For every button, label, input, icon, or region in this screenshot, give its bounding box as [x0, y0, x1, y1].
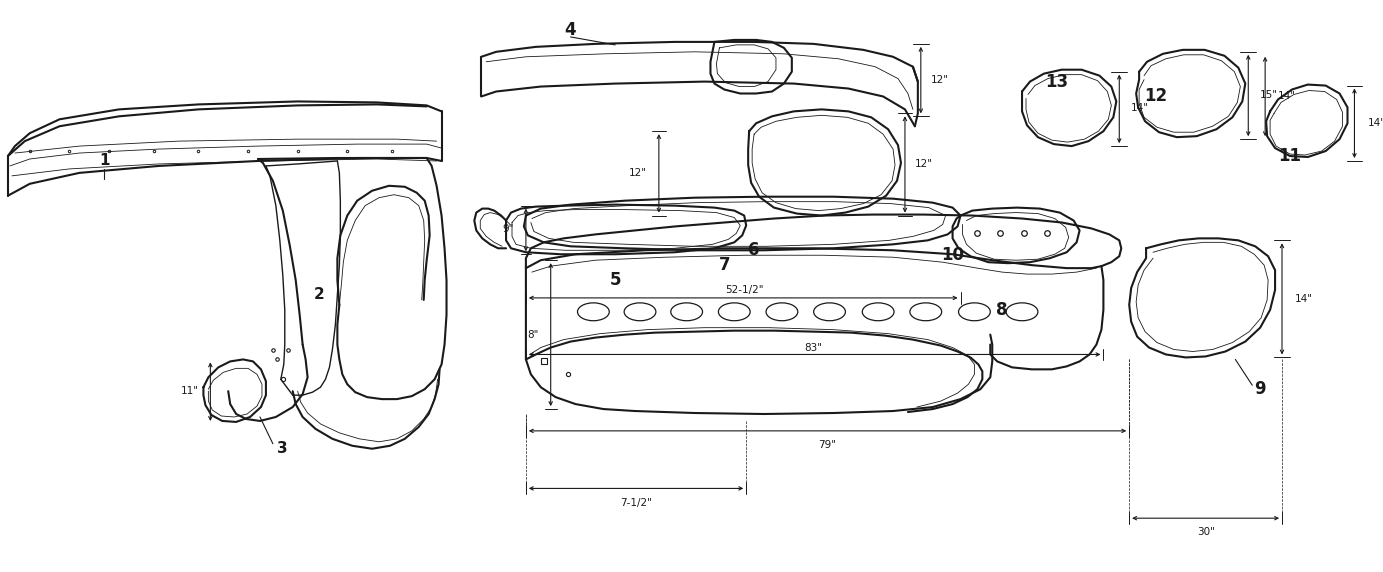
Text: 7-1/2": 7-1/2"	[620, 498, 651, 509]
Text: 12": 12"	[931, 74, 949, 85]
Text: 30": 30"	[1196, 527, 1214, 537]
Text: 8": 8"	[527, 329, 539, 340]
Text: 14": 14"	[1368, 118, 1383, 128]
Text: 9: 9	[1254, 380, 1265, 398]
Text: 11": 11"	[180, 386, 198, 396]
Text: 9": 9"	[502, 224, 514, 235]
Text: 14": 14"	[1294, 294, 1312, 304]
Text: 3: 3	[278, 441, 288, 456]
Text: 83": 83"	[805, 343, 823, 352]
Text: 14": 14"	[1278, 92, 1296, 101]
Text: 12": 12"	[916, 159, 934, 169]
Text: 13: 13	[1046, 73, 1068, 90]
Text: 1: 1	[100, 153, 109, 169]
Text: 52-1/2": 52-1/2"	[725, 285, 763, 295]
Text: 12: 12	[1144, 88, 1167, 105]
Text: 4: 4	[564, 21, 577, 39]
Text: 8: 8	[996, 301, 1008, 319]
Text: 5: 5	[610, 271, 621, 289]
Text: 7: 7	[719, 256, 730, 274]
Text: 12": 12"	[629, 168, 647, 178]
Text: 15": 15"	[1260, 90, 1278, 101]
Text: 2: 2	[314, 288, 325, 303]
Text: 6: 6	[748, 241, 759, 259]
Text: 14": 14"	[1131, 104, 1149, 113]
Text: 10: 10	[940, 246, 964, 264]
Text: 79": 79"	[819, 440, 837, 450]
Text: 11: 11	[1278, 147, 1301, 165]
